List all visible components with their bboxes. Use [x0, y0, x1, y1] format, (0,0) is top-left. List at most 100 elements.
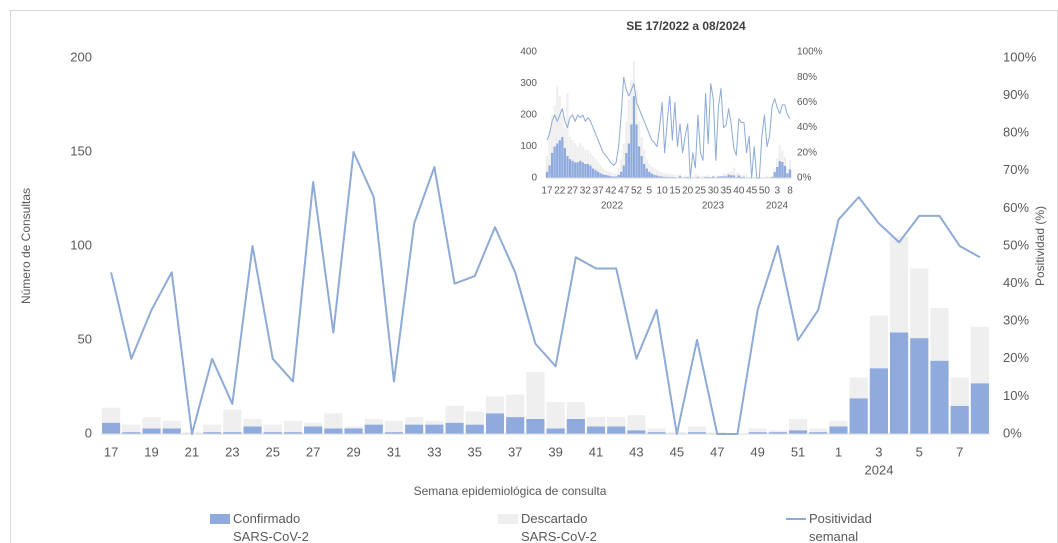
- bar: [930, 308, 949, 361]
- bar: [663, 176, 666, 178]
- bar: [162, 428, 181, 434]
- bar: [740, 175, 743, 177]
- bar: [666, 176, 669, 178]
- bar: [687, 432, 707, 434]
- legend-swatch: [498, 514, 518, 524]
- bar: [673, 174, 677, 178]
- bar: [632, 61, 636, 97]
- bar: [776, 166, 779, 178]
- x-tick-label: 27: [567, 186, 579, 197]
- x-tick-label: 35: [468, 444, 482, 459]
- x-tick-label: 20: [682, 186, 694, 197]
- x-group-label: 2023: [702, 201, 725, 212]
- bar: [384, 432, 404, 434]
- y2-tick-label: 80%: [1003, 125, 1029, 140]
- bar: [760, 177, 764, 178]
- bar: [612, 176, 615, 178]
- x-tick-label: 7: [956, 444, 963, 459]
- bar: [506, 417, 525, 434]
- y-tick-label: 100: [70, 237, 92, 252]
- bar: [581, 162, 584, 178]
- bar: [324, 428, 343, 434]
- bar: [405, 424, 424, 434]
- bar: [809, 428, 828, 433]
- bar: [122, 424, 141, 433]
- bar: [586, 163, 590, 178]
- bar: [589, 165, 592, 178]
- bar: [485, 413, 505, 434]
- bar: [930, 360, 949, 434]
- bar: [910, 268, 929, 339]
- bar: [445, 422, 464, 434]
- x-tick-label: 19: [144, 444, 158, 459]
- bar: [576, 162, 579, 178]
- bar: [643, 149, 646, 164]
- bar: [622, 165, 625, 178]
- x-tick-label: 22: [554, 186, 566, 197]
- bar: [950, 377, 969, 406]
- bar: [625, 152, 628, 178]
- bar: [614, 173, 618, 177]
- bar: [970, 383, 989, 434]
- x-tick-label: 1: [835, 444, 842, 459]
- bar: [730, 175, 733, 178]
- y-tick-label: 0: [85, 425, 92, 440]
- bar: [584, 149, 587, 164]
- y-tick-label: 300: [520, 78, 537, 89]
- bar: [788, 160, 792, 170]
- bar: [596, 171, 600, 178]
- bar: [712, 175, 715, 177]
- bar: [717, 176, 720, 178]
- bar: [742, 175, 746, 177]
- bar: [223, 409, 242, 433]
- bar: [701, 175, 705, 178]
- x-tick-label: 49: [750, 444, 764, 459]
- legend-item: Descartado SARS-CoV-2: [498, 510, 603, 543]
- bar: [727, 171, 730, 175]
- bar: [648, 163, 651, 172]
- bar: [142, 428, 161, 434]
- x-tick-label: 51: [791, 444, 805, 459]
- x-tick-label: 3: [774, 186, 780, 197]
- x-tick-label: 33: [427, 444, 441, 459]
- bar: [630, 124, 633, 178]
- bar: [737, 172, 741, 176]
- bar: [809, 432, 828, 434]
- chart-title: SE 17/2022 a 08/2024: [626, 19, 746, 33]
- bar: [566, 402, 585, 419]
- bar: [627, 99, 630, 144]
- bar: [602, 168, 605, 175]
- y2-tick-label: 20%: [1003, 350, 1029, 365]
- bar: [950, 405, 969, 434]
- bar: [364, 418, 383, 425]
- bar: [612, 173, 615, 177]
- bar: [768, 177, 771, 178]
- bar: [566, 418, 585, 434]
- bar: [607, 417, 626, 427]
- bar: [699, 176, 702, 178]
- bar: [786, 168, 789, 174]
- bar: [637, 121, 641, 147]
- x-tick-label: 43: [629, 444, 643, 459]
- x-tick-label: 41: [589, 444, 603, 459]
- bar: [566, 155, 569, 178]
- legend-item: Confirmado SARS-CoV-2: [210, 510, 315, 543]
- bar: [561, 137, 564, 178]
- bar: [465, 424, 484, 434]
- bar: [637, 146, 641, 178]
- x-tick-label: 31: [387, 444, 401, 459]
- bar: [776, 158, 779, 167]
- bar: [223, 432, 242, 434]
- x-tick-label: 50: [759, 186, 771, 197]
- bar: [364, 424, 383, 434]
- bar: [869, 368, 888, 434]
- x-tick-label: 45: [670, 444, 684, 459]
- x-tick-label: 29: [346, 444, 360, 459]
- y2-tick-label: 100%: [797, 47, 823, 58]
- bar: [579, 160, 582, 178]
- bar: [622, 143, 625, 166]
- bar: [719, 176, 723, 178]
- bar: [627, 415, 646, 431]
- bar: [748, 432, 767, 434]
- bar: [719, 175, 723, 177]
